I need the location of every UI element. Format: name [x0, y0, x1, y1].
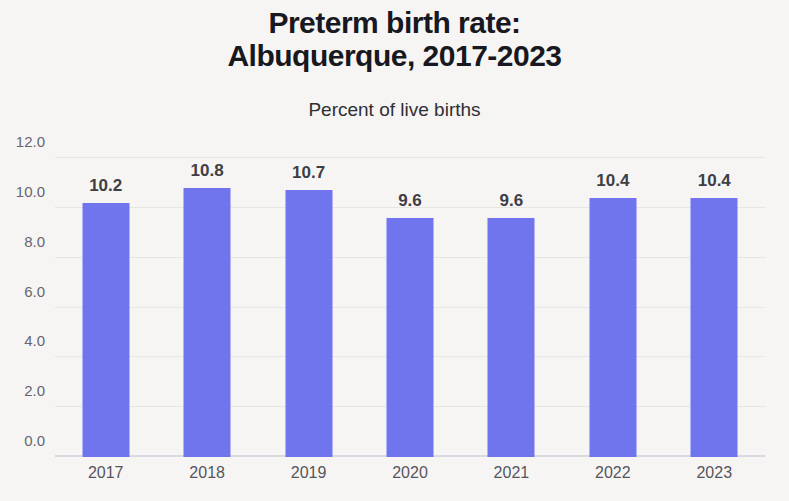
bar-2020 — [386, 218, 433, 457]
plot-area: 0.02.04.06.08.010.012.010.210.810.79.69.… — [55, 158, 765, 457]
bar-column: 9.6 — [359, 158, 460, 457]
bar-column: 10.8 — [156, 158, 257, 457]
bar-2017 — [82, 203, 129, 457]
bar-value-label: 10.8 — [191, 161, 224, 181]
bar-column: 9.6 — [461, 158, 562, 457]
y-tick-label: 8.0 — [0, 232, 45, 249]
bar-2023 — [691, 198, 738, 457]
bar-value-label: 10.2 — [89, 176, 122, 196]
y-tick-label: 12.0 — [0, 133, 45, 150]
x-tick-label: 2021 — [461, 464, 562, 482]
bar-column: 10.2 — [55, 158, 156, 457]
y-tick-label: 6.0 — [0, 282, 45, 299]
y-tick-label: 0.0 — [0, 432, 45, 449]
bar-value-label: 9.6 — [500, 191, 524, 211]
bar-2019 — [285, 190, 332, 457]
page-title: Preterm birth rate: Albuquerque, 2017-20… — [0, 0, 789, 72]
x-tick-label: 2022 — [562, 464, 663, 482]
x-tick-label: 2017 — [55, 464, 156, 482]
chart-subtitle: Percent of live births — [0, 99, 789, 121]
y-tick-label: 4.0 — [0, 332, 45, 349]
x-tick-label: 2023 — [664, 464, 765, 482]
y-tick-label: 2.0 — [0, 382, 45, 399]
bar-value-label: 10.4 — [596, 171, 629, 191]
bar-2018 — [184, 188, 231, 457]
bar-value-label: 10.7 — [292, 163, 325, 183]
bar-2022 — [589, 198, 636, 457]
y-tick-label: 10.0 — [0, 182, 45, 199]
bar-column: 10.7 — [258, 158, 359, 457]
bar-value-label: 9.6 — [398, 191, 422, 211]
x-tick-label: 2018 — [156, 464, 257, 482]
chart-page: Preterm birth rate: Albuquerque, 2017-20… — [0, 0, 789, 501]
x-tick-label: 2019 — [258, 464, 359, 482]
bar-value-label: 10.4 — [698, 171, 731, 191]
bar-column: 10.4 — [562, 158, 663, 457]
bar-column: 10.4 — [664, 158, 765, 457]
x-tick-label: 2020 — [359, 464, 460, 482]
bar-2021 — [488, 218, 535, 457]
x-axis-labels: 2017201820192020202120222023 — [55, 457, 765, 487]
